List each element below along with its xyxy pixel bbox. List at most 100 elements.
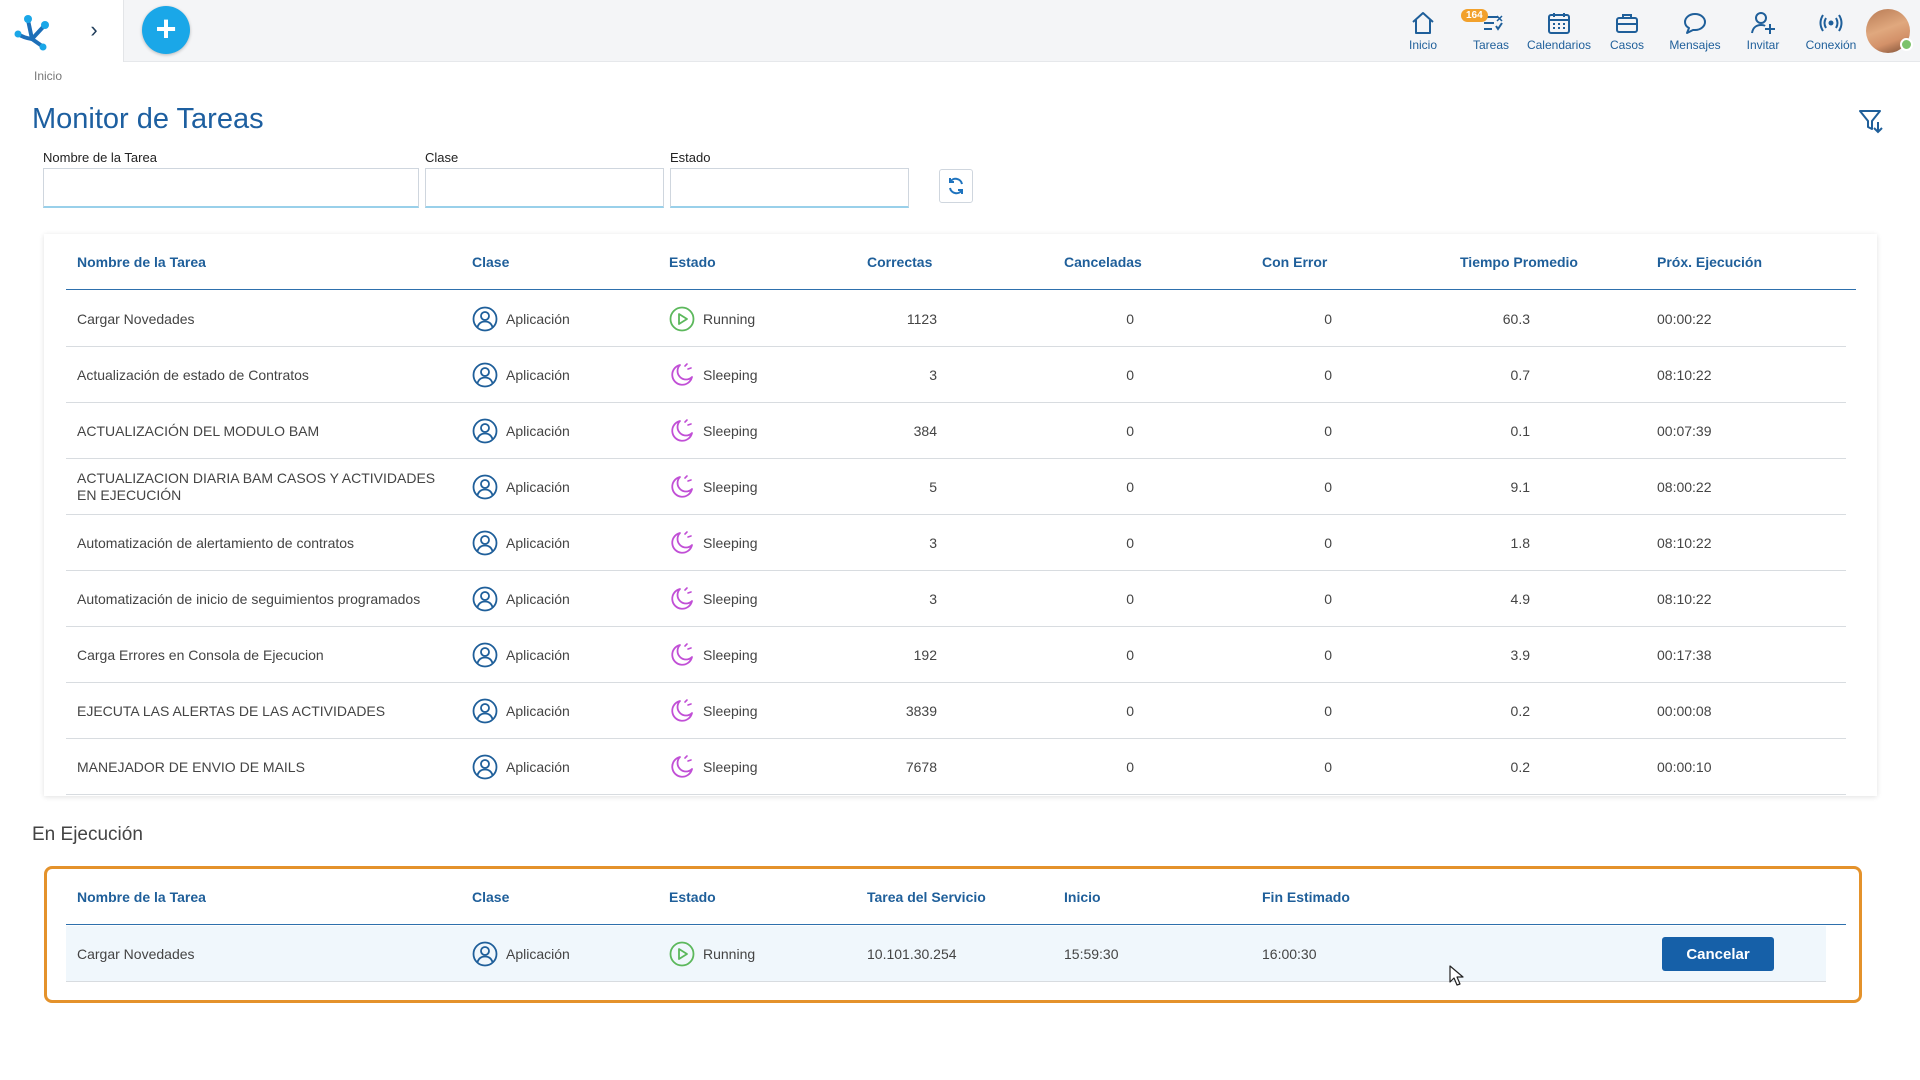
task-con-error: 0 xyxy=(1324,311,1332,327)
application-user-icon xyxy=(472,306,498,332)
nav-label: Conexión xyxy=(1805,38,1857,52)
class-label: Aplicación xyxy=(506,591,570,607)
task-class: Aplicación xyxy=(472,403,570,459)
table-row[interactable]: Cargar Novedades Aplicación Running 1123 0 0 6… xyxy=(66,291,1846,347)
col-clase[interactable]: Clase xyxy=(472,889,510,905)
table-row[interactable]: Carga Errores en Consola de Ejecucion Apl… xyxy=(66,627,1846,683)
task-status: Sleeping xyxy=(669,683,758,739)
task-correctas: 384 xyxy=(913,423,937,439)
sleeping-moon-icon xyxy=(671,363,693,386)
logo-area: › xyxy=(0,0,124,62)
col-nombre[interactable]: Nombre de la Tarea xyxy=(77,254,206,270)
nav-calendarios[interactable]: Calendarios xyxy=(1525,8,1593,54)
col-clase[interactable]: Clase xyxy=(472,254,510,270)
task-class: Aplicación xyxy=(472,683,570,739)
col-nombre[interactable]: Nombre de la Tarea xyxy=(77,889,206,905)
col-tiempo-promedio[interactable]: Tiempo Promedio xyxy=(1460,254,1578,270)
col-inicio[interactable]: Inicio xyxy=(1064,889,1101,905)
col-estado[interactable]: Estado xyxy=(669,254,716,270)
col-con-error[interactable]: Con Error xyxy=(1262,254,1328,270)
task-name: ACTUALIZACIÓN DEL MODULO BAM xyxy=(77,422,320,439)
nav-inicio[interactable]: Inicio xyxy=(1389,8,1457,54)
col-tarea-servicio[interactable]: Tarea del Servicio xyxy=(867,889,986,905)
task-status: Sleeping xyxy=(669,515,758,571)
connection-icon xyxy=(1819,14,1843,32)
filter-nombre-label: Nombre de la Tarea xyxy=(43,150,157,165)
nav-label: Tareas xyxy=(1472,38,1510,52)
application-user-icon xyxy=(472,418,498,444)
chat-icon xyxy=(1684,13,1706,34)
task-con-error: 0 xyxy=(1324,535,1332,551)
nav-label: Mensajes xyxy=(1669,38,1721,52)
class-label: Aplicación xyxy=(506,946,570,962)
application-user-icon xyxy=(472,941,498,967)
nav-invitar[interactable]: Invitar xyxy=(1729,8,1797,54)
task-canceladas: 0 xyxy=(1126,703,1134,719)
task-status: Sleeping xyxy=(669,739,758,795)
table-row[interactable]: Automatización de alertamiento de contra… xyxy=(66,515,1846,571)
task-status: Sleeping xyxy=(669,459,758,515)
col-correctas[interactable]: Correctas xyxy=(867,254,933,270)
table-row[interactable]: Automatización de inicio de seguimientos… xyxy=(66,571,1846,627)
table-row[interactable]: ACTUALIZACIÓN DEL MODULO BAM Aplicación Sl… xyxy=(66,403,1846,459)
logo-icon[interactable] xyxy=(14,12,56,52)
task-status: Sleeping xyxy=(669,347,758,403)
user-avatar[interactable] xyxy=(1866,9,1913,53)
filter-nombre-input[interactable] xyxy=(43,168,419,208)
task-correctas: 3 xyxy=(929,535,937,551)
tasks-icon xyxy=(1484,15,1503,31)
nav-label: Invitar xyxy=(1746,38,1780,52)
tasks-table: Nombre de la Tarea Clase Estado Correcta… xyxy=(44,234,1877,796)
nav-casos[interactable]: Casos xyxy=(1593,8,1661,54)
task-canceladas: 0 xyxy=(1126,591,1134,607)
col-fin-estimado[interactable]: Fin Estimado xyxy=(1262,889,1350,905)
task-con-error: 0 xyxy=(1324,647,1332,663)
add-button[interactable]: + xyxy=(142,6,190,54)
filter-clase-input[interactable] xyxy=(425,168,664,208)
task-class: Aplicación xyxy=(472,291,570,347)
table-row[interactable]: MANEJADOR DE ENVIO DE MAILS Aplicación Sle… xyxy=(66,739,1846,795)
tasks-count-badge: 164 xyxy=(1461,9,1488,22)
class-label: Aplicación xyxy=(506,367,570,383)
task-tiempo-promedio: 60.3 xyxy=(1502,311,1530,327)
application-user-icon xyxy=(472,642,498,668)
cancel-button[interactable]: Cancelar xyxy=(1662,937,1774,971)
col-estado[interactable]: Estado xyxy=(669,889,716,905)
task-correctas: 5 xyxy=(929,479,937,495)
running-task-status: Running xyxy=(669,926,755,982)
col-prox-ejecucion[interactable]: Próx. Ejecución xyxy=(1657,254,1763,270)
running-tasks-table: Nombre de la Tarea Clase Estado Tarea de… xyxy=(44,866,1862,1003)
table-row[interactable]: EJECUTA LAS ALERTAS DE LAS ACTIVIDADES Ap… xyxy=(66,683,1846,739)
filter-estado-label: Estado xyxy=(670,150,711,165)
nav-mensajes[interactable]: Mensajes xyxy=(1661,8,1729,54)
invite-user-icon xyxy=(1751,12,1775,34)
task-prox-ejecucion: 08:10:22 xyxy=(1657,535,1712,551)
expand-chevron-icon[interactable]: › xyxy=(90,17,98,42)
running-table-row[interactable]: Cargar Novedades Aplicación Running 10.1… xyxy=(66,926,1826,982)
col-canceladas[interactable]: Canceladas xyxy=(1064,254,1142,270)
table-row[interactable]: Actualización de estado de Contratos Apli… xyxy=(66,347,1846,403)
filter-estado-input[interactable] xyxy=(670,168,909,208)
task-prox-ejecucion: 08:10:22 xyxy=(1657,591,1712,607)
sleeping-moon-icon xyxy=(671,643,693,666)
task-class: Aplicación xyxy=(472,515,570,571)
briefcase-icon xyxy=(1616,14,1638,33)
breadcrumb[interactable]: Inicio xyxy=(34,69,63,83)
task-correctas: 3 xyxy=(929,591,937,607)
refresh-button[interactable] xyxy=(939,169,973,203)
home-icon xyxy=(1412,12,1434,34)
filter-icon[interactable] xyxy=(1858,108,1884,134)
status-label: Sleeping xyxy=(703,591,758,607)
nav-conexion[interactable]: Conexión xyxy=(1797,8,1865,54)
task-con-error: 0 xyxy=(1324,703,1332,719)
task-name: Carga Errores en Consola de Ejecucion xyxy=(77,646,324,663)
status-label: Sleeping xyxy=(703,423,758,439)
task-status: Sleeping xyxy=(669,571,758,627)
task-name: Automatización de alertamiento de contra… xyxy=(77,534,355,551)
task-status: Running xyxy=(669,291,755,347)
application-user-icon xyxy=(472,362,498,388)
table-row[interactable]: ACTUALIZACION DIARIA BAM CASOS Y ACTIVID… xyxy=(66,459,1846,515)
running-table-header: Nombre de la Tarea Clase Estado Tarea de… xyxy=(66,869,1846,925)
running-play-icon xyxy=(669,306,695,332)
nav-tareas[interactable]: 164 Tareas xyxy=(1457,8,1525,54)
